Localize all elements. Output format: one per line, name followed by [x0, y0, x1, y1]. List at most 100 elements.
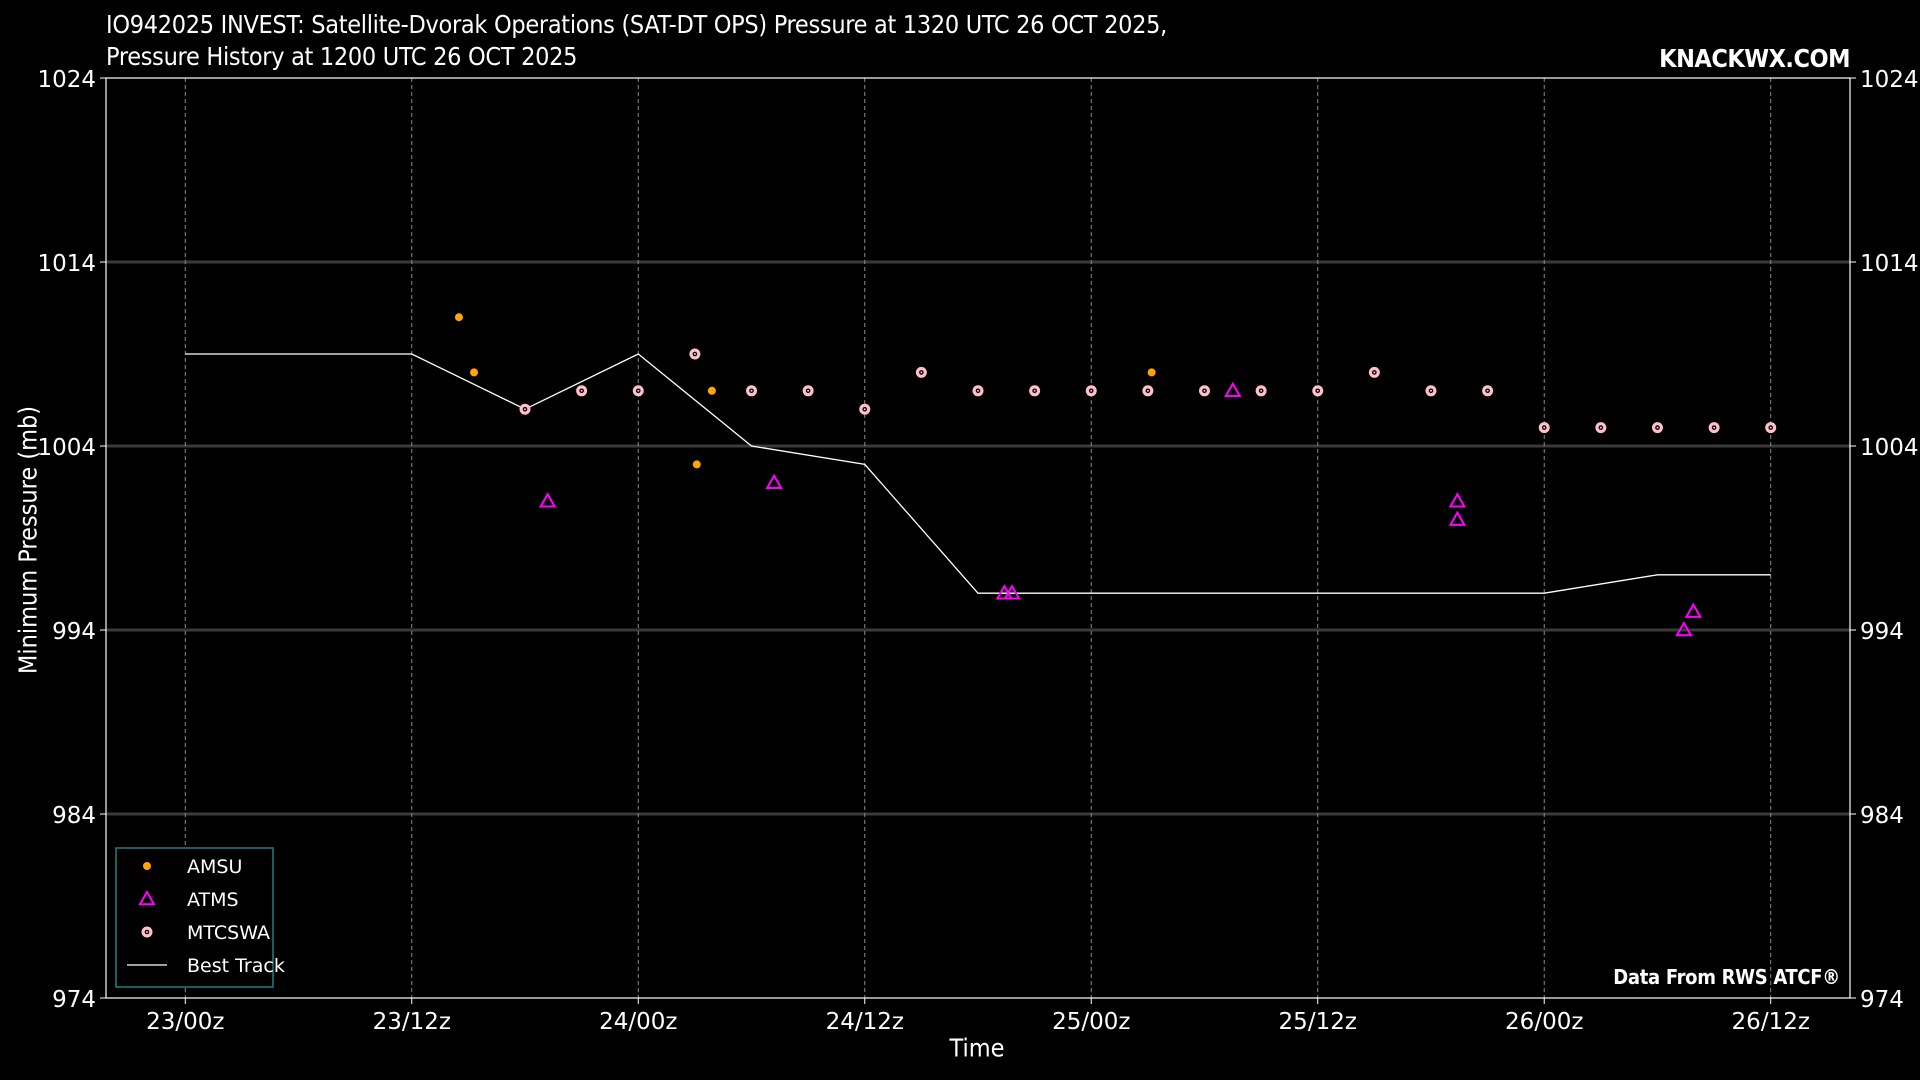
- y-tick-label-right: 1004: [1860, 435, 1919, 461]
- x-tick-label: 23/12z: [373, 1009, 451, 1035]
- amsu-point: [1147, 368, 1156, 377]
- atms-point: [1224, 381, 1242, 398]
- mtcswa-point: [1765, 422, 1777, 434]
- y-tick-label-left: 1024: [37, 67, 96, 93]
- mtcswa-point: [1085, 385, 1097, 397]
- target-center: [146, 931, 148, 933]
- mtcswa-point: [576, 385, 588, 397]
- target-center: [1373, 371, 1376, 374]
- mtcswa-point: [1312, 385, 1324, 397]
- target-center: [920, 371, 923, 374]
- y-tick-label-left: 1014: [37, 251, 96, 277]
- target-center: [1769, 426, 1772, 429]
- y-axis-label: Minimum Pressure (mb): [13, 405, 43, 675]
- plot-frame: [105, 77, 1851, 999]
- target-center: [1713, 426, 1716, 429]
- target-center: [637, 389, 640, 392]
- target-center: [1656, 426, 1659, 429]
- x-tick-label: 24/12z: [826, 1009, 904, 1035]
- target-center: [1429, 389, 1432, 392]
- mtcswa-point: [1708, 422, 1720, 434]
- amsu-point: [454, 313, 463, 322]
- legend-label: ATMS: [187, 889, 239, 911]
- y-tick-label-right: 974: [1860, 987, 1904, 1013]
- marker-series: [454, 313, 1777, 637]
- target-center: [1090, 389, 1093, 392]
- atms-point: [1684, 602, 1703, 618]
- amsu-point: [707, 386, 716, 395]
- x-tick-label: 25/00z: [1052, 1009, 1130, 1035]
- legend-label: Best Track: [187, 955, 285, 977]
- target-center: [524, 408, 527, 411]
- best-track-line: [185, 353, 1771, 594]
- atms-point: [1448, 510, 1467, 526]
- legend-marker-atms: [138, 889, 156, 906]
- target-center: [977, 389, 979, 392]
- y-tick-label-right: 994: [1860, 619, 1904, 645]
- x-tick-label: 23/00z: [146, 1009, 224, 1035]
- target-center: [863, 408, 866, 411]
- brand-label: KNACKWX.COM: [1659, 44, 1850, 73]
- atms-point: [1003, 584, 1021, 600]
- x-tick-label: 26/12z: [1732, 1009, 1810, 1035]
- legend-label: AMSU: [187, 856, 242, 878]
- mtcswa-point: [1368, 366, 1380, 378]
- legend-label: MTCSWA: [187, 922, 270, 944]
- atms-point: [765, 473, 783, 490]
- target-center: [1599, 426, 1602, 429]
- mtcswa-point: [519, 403, 531, 415]
- mtcswa-point: [972, 385, 984, 397]
- mtcswa-point: [689, 348, 701, 360]
- mtcswa-point: [1255, 385, 1267, 397]
- target-center: [1543, 426, 1546, 429]
- mtcswa-point: [1538, 422, 1550, 434]
- data-credit: Data From RWS ATCF®: [1613, 965, 1840, 989]
- target-center: [1486, 389, 1489, 392]
- mtcswa-point: [1482, 385, 1494, 397]
- y-tick-label-left: 974: [52, 987, 96, 1013]
- x-tick-label: 25/12z: [1279, 1009, 1357, 1035]
- chart-title-line-1: IO942025 INVEST: Satellite-Dvorak Operat…: [106, 10, 1167, 39]
- chart-title-line-2: Pressure History at 1200 UTC 26 OCT 2025: [106, 42, 578, 71]
- x-tick-label: 26/00z: [1505, 1009, 1583, 1035]
- legend-marker-mtcswa: [141, 926, 153, 938]
- atms-point: [538, 492, 557, 508]
- mtcswa-point: [1029, 385, 1041, 397]
- y-tick-label-right: 1024: [1860, 67, 1919, 93]
- amsu-point: [692, 460, 701, 469]
- amsu-point: [470, 368, 479, 377]
- atms-point: [1448, 492, 1467, 508]
- mtcswa-point: [632, 385, 644, 397]
- legend-box: [115, 847, 274, 988]
- target-center: [1146, 389, 1149, 392]
- target-center: [750, 389, 753, 392]
- mtcswa-point: [859, 403, 871, 415]
- target-center: [580, 389, 583, 392]
- mtcswa-point: [802, 385, 814, 397]
- y-tick-label-left: 984: [52, 803, 96, 829]
- best-track-series: [185, 353, 1771, 594]
- mtcswa-point: [1595, 422, 1607, 434]
- mtcswa-point: [1142, 385, 1154, 397]
- mtcswa-point: [915, 366, 927, 378]
- x-tick-label: 24/00z: [599, 1009, 677, 1035]
- x-axis-label: Time: [949, 1033, 1005, 1063]
- target-center: [1260, 389, 1263, 392]
- axis-ticks: 974 974 984 984 994 994 1004 1004 1014 1014 1024 10…: [37, 67, 1918, 1035]
- target-center: [1033, 389, 1036, 392]
- grid: [106, 78, 1850, 998]
- y-tick-label-right: 1014: [1860, 251, 1919, 277]
- mtcswa-point: [1425, 385, 1437, 397]
- target-center: [693, 353, 696, 355]
- target-center: [1316, 389, 1319, 392]
- atms-point: [1675, 620, 1693, 637]
- target-center: [1203, 389, 1206, 392]
- mtcswa-point: [746, 385, 758, 397]
- legend-marker-amsu: [143, 862, 151, 870]
- legend: AMSU ATMS MTCSWA Best Track: [115, 847, 285, 988]
- mtcswa-point: [1651, 422, 1663, 434]
- y-tick-label-left: 1004: [37, 435, 96, 461]
- y-tick-label-left: 994: [52, 619, 96, 645]
- target-center: [807, 389, 810, 392]
